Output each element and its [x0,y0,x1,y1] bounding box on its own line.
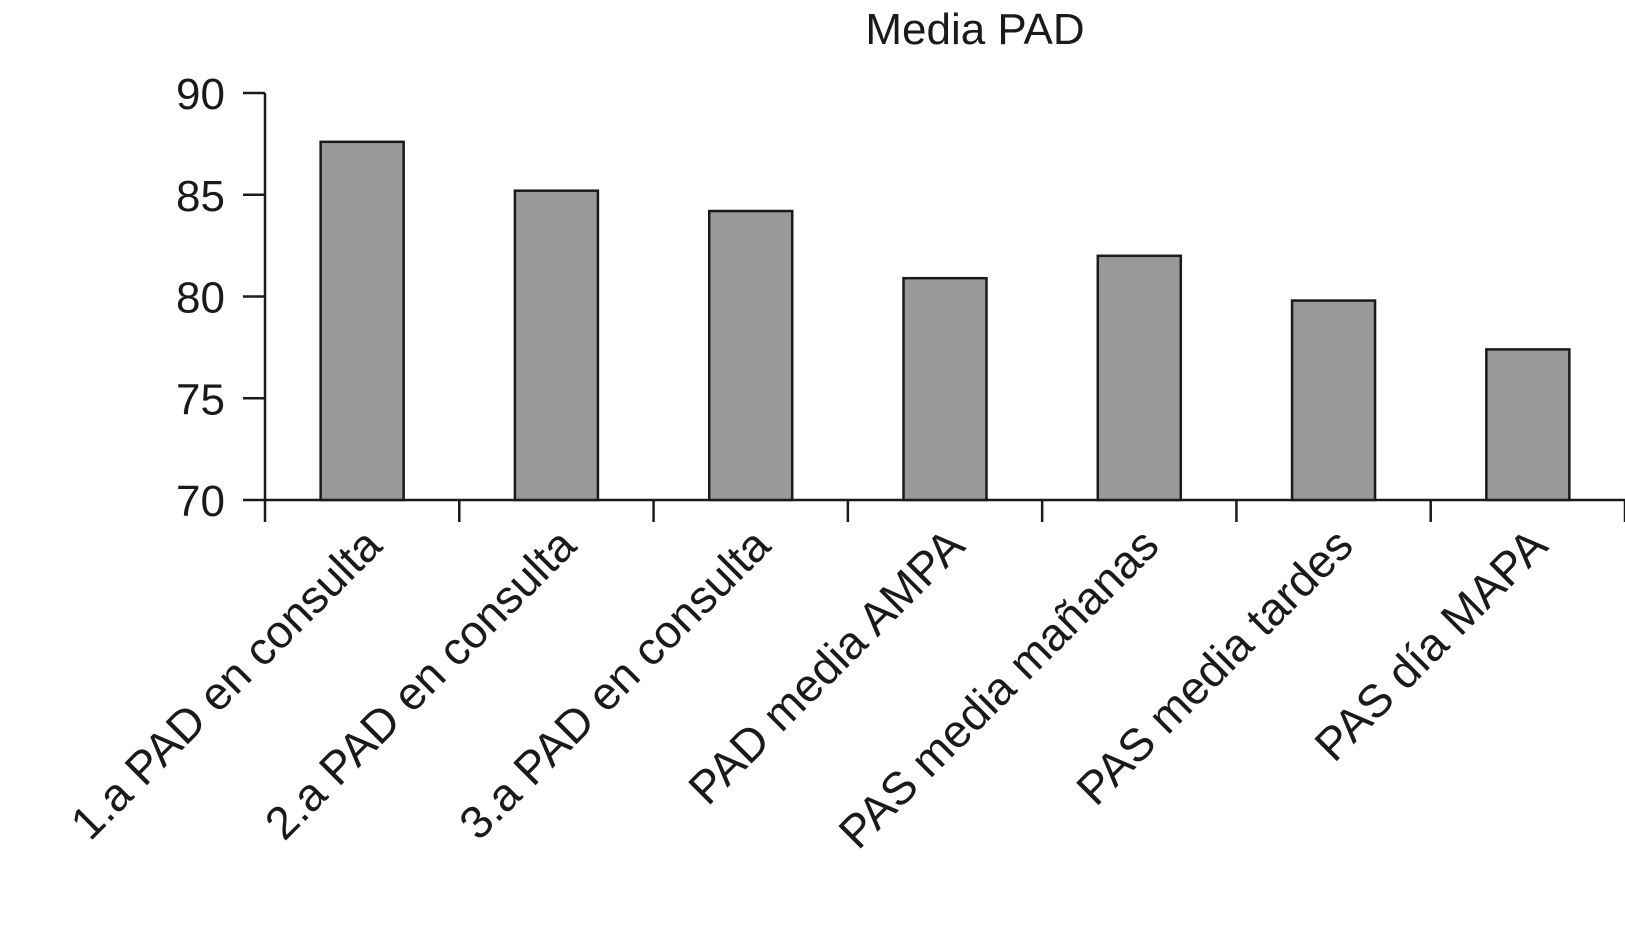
x-tick-label: PAS media mañanas [828,518,1168,858]
bar [707,209,794,502]
y-tick-label: 80 [176,274,225,323]
y-axis: 70 75 80 85 90 [176,70,267,526]
x-tick-label: 1.a PAD en consulta [60,518,391,849]
bar [1485,348,1571,502]
bar [902,276,988,502]
y-tick-label: 75 [176,375,225,424]
y-tick-label: 70 [176,477,225,526]
bars [319,140,1571,502]
bar [1290,299,1377,502]
y-tick-label: 90 [176,70,225,119]
bar [319,140,405,502]
chart-title: Media PAD [865,5,1084,54]
y-tick-label: 85 [176,172,225,221]
bar [513,189,600,502]
x-axis [263,498,1625,522]
bar [1096,254,1183,502]
